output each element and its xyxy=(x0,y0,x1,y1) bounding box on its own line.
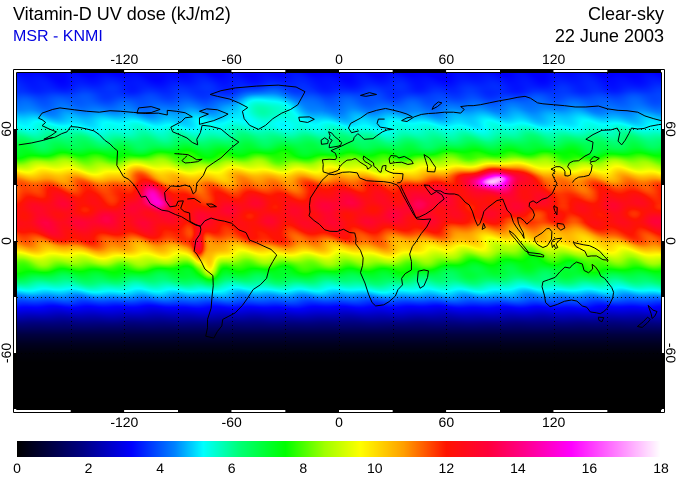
colorbar-tick-label: 18 xyxy=(653,460,669,476)
lat-tick-label-left: 60 xyxy=(0,121,14,137)
lat-tick-label-left: -60 xyxy=(0,342,14,364)
colorbar-tick-label: 10 xyxy=(366,460,383,476)
world-uv-dose-map xyxy=(13,69,665,413)
lon-tick-label-top: -120 xyxy=(110,51,139,67)
lon-tick-label-bottom: 0 xyxy=(335,414,343,430)
colorbar-tick-label: 4 xyxy=(156,460,165,476)
page-title: Vitamin-D UV dose (kJ/m2) xyxy=(13,4,231,24)
colorbar-tick-label: 0 xyxy=(13,460,21,476)
lon-tick-label-top: 0 xyxy=(335,51,343,67)
lon-tick-label-top: 60 xyxy=(438,51,455,67)
colorbar-tick-label: 12 xyxy=(438,460,455,476)
lat-tick-label-right: 0 xyxy=(663,237,678,245)
lat-tick-label-right: 60 xyxy=(663,121,678,137)
colorbar-tick-label: 16 xyxy=(581,460,598,476)
colorbar xyxy=(17,441,661,457)
source-label: MSR - KNMI xyxy=(13,28,103,45)
lon-tick-label-top: 120 xyxy=(541,51,566,67)
lon-tick-label-bottom: -120 xyxy=(110,414,139,430)
colorbar-tick-label: 8 xyxy=(299,460,308,476)
colorbar-tick-label: 14 xyxy=(510,460,526,476)
lat-tick-label-left: 0 xyxy=(0,237,14,245)
lat-tick-label-right: -60 xyxy=(663,342,678,364)
colorbar-tick-label: 2 xyxy=(84,460,93,476)
lon-tick-label-top: -60 xyxy=(221,51,242,67)
lon-tick-label-bottom: -60 xyxy=(221,414,242,430)
condition-label: Clear-sky xyxy=(587,4,664,24)
date-label: 22 June 2003 xyxy=(554,26,664,46)
colorbar-tick-label: 6 xyxy=(227,460,236,476)
lon-tick-label-bottom: 120 xyxy=(541,414,566,430)
lon-tick-label-bottom: 60 xyxy=(438,414,455,430)
